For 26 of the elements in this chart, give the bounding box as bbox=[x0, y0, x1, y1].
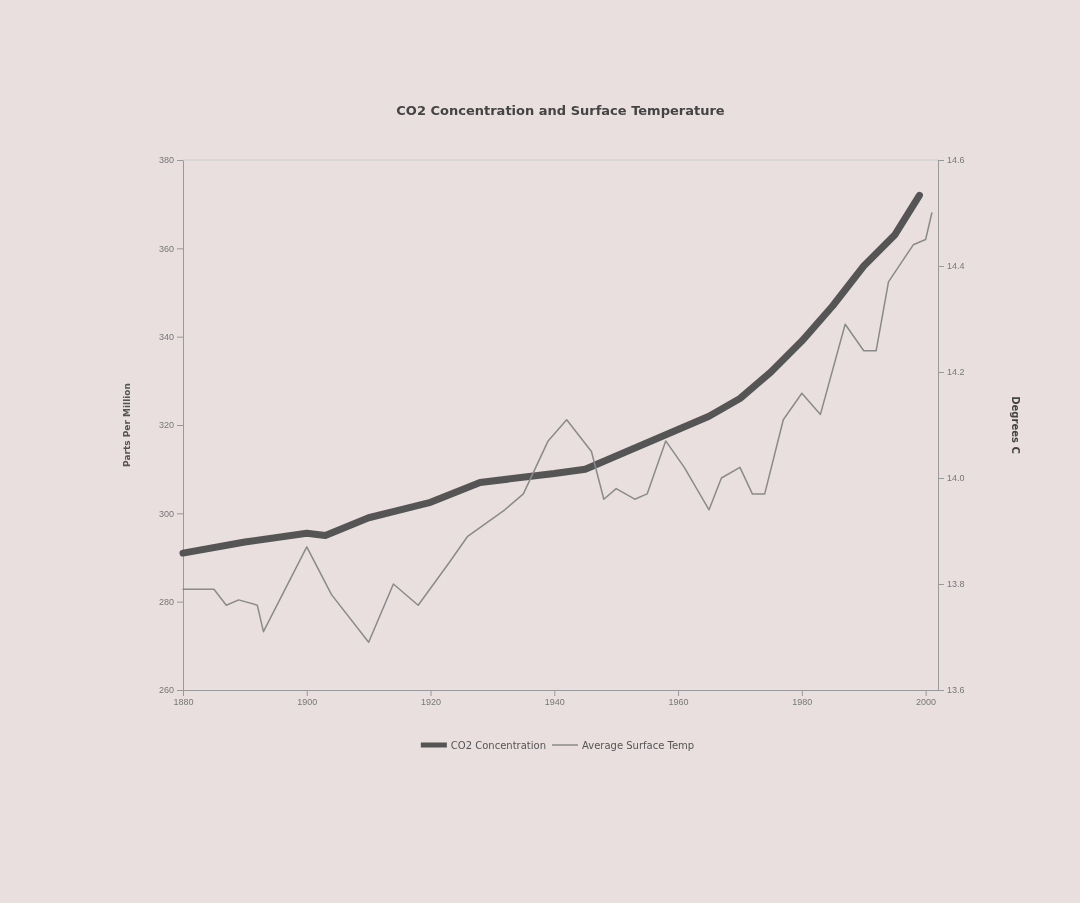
x-tick-label: 2000 bbox=[916, 697, 937, 708]
y-tick-label: 320 bbox=[158, 420, 174, 431]
y2-tick-label: 14.0 bbox=[947, 473, 965, 484]
y-tick-label: 260 bbox=[158, 685, 174, 696]
x-tick-label: 1960 bbox=[668, 697, 689, 708]
legend-label: CO2 Concentration bbox=[450, 740, 546, 751]
y-tick-label: 340 bbox=[158, 332, 174, 343]
x-tick-label: 1920 bbox=[421, 697, 442, 708]
y2-tick-label: 14.2 bbox=[947, 367, 965, 378]
y-axis-title: Parts Per Million bbox=[122, 383, 132, 467]
x-tick-label: 1880 bbox=[173, 697, 194, 708]
x-tick-label: 1980 bbox=[792, 697, 813, 708]
y-tick-label: 380 bbox=[158, 155, 174, 166]
y2-tick-label: 14.6 bbox=[947, 155, 965, 166]
legend-label: Average Surface Temp bbox=[581, 740, 695, 751]
y2-tick-label: 14.4 bbox=[947, 261, 965, 272]
y-tick-label: 280 bbox=[158, 597, 174, 608]
y-tick-label: 360 bbox=[158, 243, 174, 254]
x-tick-label: 1940 bbox=[544, 697, 565, 708]
y-tick-label: 300 bbox=[158, 508, 174, 519]
y2-tick-label: 13.8 bbox=[947, 579, 965, 590]
line-series bbox=[182, 212, 933, 644]
y2-axis-title: Degrees C bbox=[1010, 396, 1021, 454]
chart-title: CO2 Concentration and Surface Temperature bbox=[396, 103, 725, 118]
x-tick-label: 1900 bbox=[297, 697, 318, 708]
y2-tick-label: 13.6 bbox=[947, 685, 965, 696]
